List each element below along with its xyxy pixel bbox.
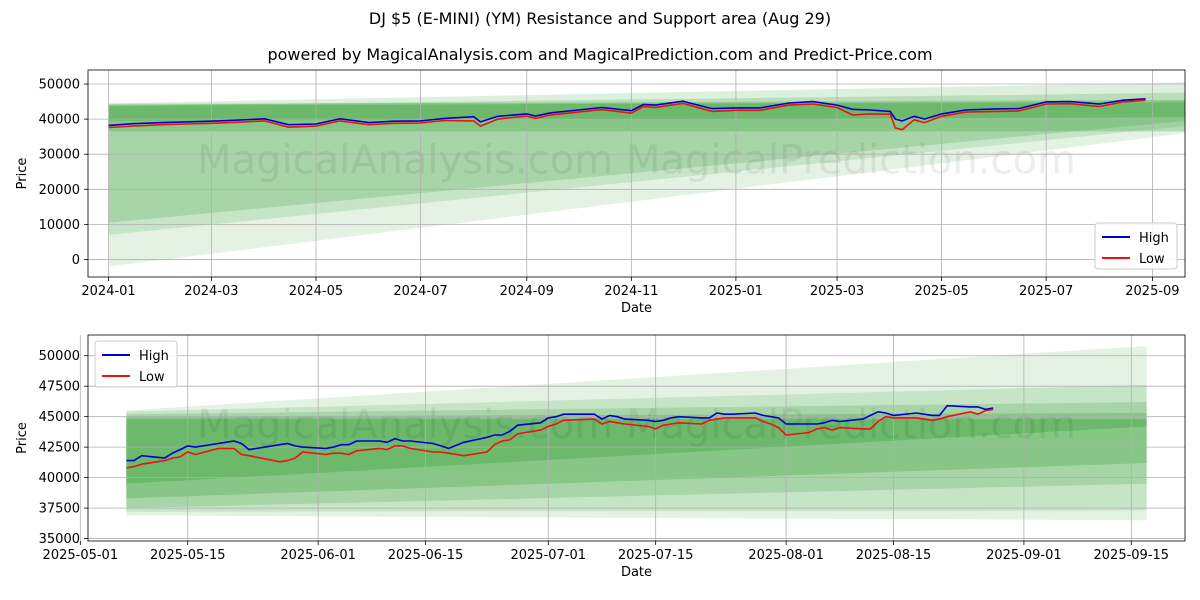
support-resistance-band [126,402,1147,509]
bottom-chart: MagicalAnalysis.com MagicalPrediction.co… [15,334,1186,580]
legend-box [1094,222,1178,270]
x-tick-label: 2025-09-01 [986,548,1062,563]
y-axis-label: Price [15,158,30,190]
y-tick-label: 45000 [39,410,80,425]
y-tick-label: 20000 [39,183,80,198]
support-resistance-band [126,419,1147,484]
x-tick-label: 2024-01 [81,284,135,299]
plot-frame [87,69,1186,278]
x-tick-label: 2025-01 [709,284,763,299]
y-tick-label: 0 [72,253,80,268]
x-tick-label: 2024-05 [289,284,343,299]
watermark: MagicalAnalysis.com MagicalPrediction.co… [197,138,1076,184]
x-axis-label: Date [621,301,652,316]
legend: High Low [1094,222,1178,270]
series-line-high [108,98,1146,127]
series-group [108,98,1146,131]
legend-label-low: Low [1139,252,1165,267]
x-tick-label: 2024-03 [184,284,238,299]
y-tick-label: 37500 [39,502,80,517]
legend-label-high: High [139,349,169,364]
legend-label-low: Low [139,370,165,385]
series-group [126,404,994,469]
x-tick-label: 2024-07 [393,284,447,299]
y-tick-label: 40000 [39,113,80,128]
legend-label-high: High [1139,231,1169,246]
y-tick-label: 40000 [39,471,80,486]
x-tick-label: 2025-05-15 [150,548,226,563]
x-tick-label: 2025-03 [810,284,864,299]
x-tick-label: 2024-11 [604,284,658,299]
x-tick-label: 2024-09 [500,284,554,299]
legend: High Low [94,340,178,388]
series-line-low [108,99,1146,131]
y-tick-label: 35000 [39,532,80,547]
x-tick-label: 2025-07 [1019,284,1073,299]
y-tick-label: 50000 [39,78,80,93]
y-tick-label: 50000 [39,349,80,364]
series-line-high [126,404,994,462]
page-title: DJ $5 (E-MINI) (YM) Resistance and Suppo… [368,9,832,28]
y-tick-label: 10000 [39,218,80,233]
support-resistance-band [108,92,1185,223]
x-tick-label: 2025-05 [914,284,968,299]
y-axis-label: Price [15,422,30,454]
support-resistance-band [108,103,1185,267]
x-tick-label: 2025-07-01 [510,548,586,563]
x-tick-label: 2025-05-01 [43,548,119,563]
y-tick-label: 42500 [39,441,80,456]
y-tick-label: 30000 [39,148,80,163]
legend-box [94,340,178,388]
y-tick-label: 47500 [39,380,80,395]
plot-frame [87,334,1186,542]
x-axis-label: Date [621,565,652,580]
series-line-low [126,408,994,469]
x-tick-label: 2025-08-15 [856,548,932,563]
support-resistance-band [126,345,1147,521]
top-chart: MagicalAnalysis.com MagicalPrediction.co… [15,69,1186,316]
page-subtitle: powered by MagicalAnalysis.com and Magic… [267,45,933,64]
x-tick-label: 2025-07-15 [618,548,694,563]
x-tick-label: 2025-09 [1125,284,1179,299]
x-tick-label: 2025-08-01 [748,548,824,563]
x-tick-label: 2025-06-15 [388,548,464,563]
x-tick-label: 2025-06-01 [280,548,356,563]
support-resistance-band [126,413,1147,499]
x-tick-label: 2025-09-15 [1094,548,1170,563]
